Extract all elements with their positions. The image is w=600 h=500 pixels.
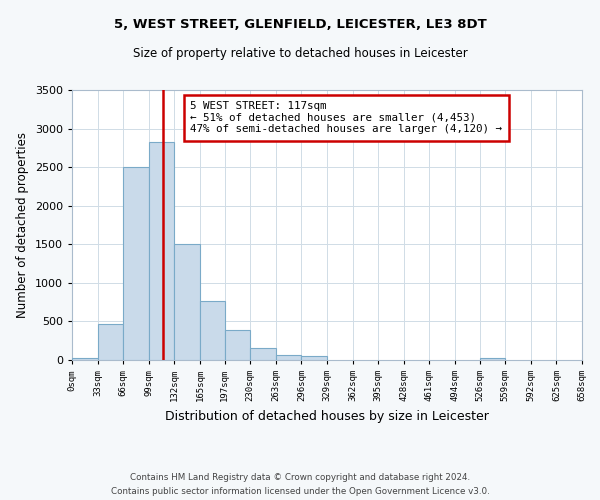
Bar bbox=[224, 330, 250, 360]
Text: Size of property relative to detached houses in Leicester: Size of property relative to detached ho… bbox=[133, 48, 467, 60]
Bar bbox=[72, 358, 98, 360]
Y-axis label: Number of detached properties: Number of detached properties bbox=[16, 132, 29, 318]
Bar bbox=[250, 348, 276, 360]
Bar bbox=[149, 142, 175, 360]
X-axis label: Distribution of detached houses by size in Leicester: Distribution of detached houses by size … bbox=[165, 410, 489, 422]
Text: 5 WEST STREET: 117sqm
← 51% of detached houses are smaller (4,453)
47% of semi-d: 5 WEST STREET: 117sqm ← 51% of detached … bbox=[190, 101, 502, 134]
Bar bbox=[301, 356, 327, 360]
Text: 5, WEST STREET, GLENFIELD, LEICESTER, LE3 8DT: 5, WEST STREET, GLENFIELD, LEICESTER, LE… bbox=[113, 18, 487, 30]
Bar bbox=[479, 358, 505, 360]
Bar bbox=[276, 354, 301, 360]
Bar bbox=[98, 324, 123, 360]
Bar bbox=[123, 167, 149, 360]
Bar bbox=[175, 244, 200, 360]
Text: Contains HM Land Registry data © Crown copyright and database right 2024.: Contains HM Land Registry data © Crown c… bbox=[130, 472, 470, 482]
Text: Contains public sector information licensed under the Open Government Licence v3: Contains public sector information licen… bbox=[110, 488, 490, 496]
Bar bbox=[200, 302, 224, 360]
